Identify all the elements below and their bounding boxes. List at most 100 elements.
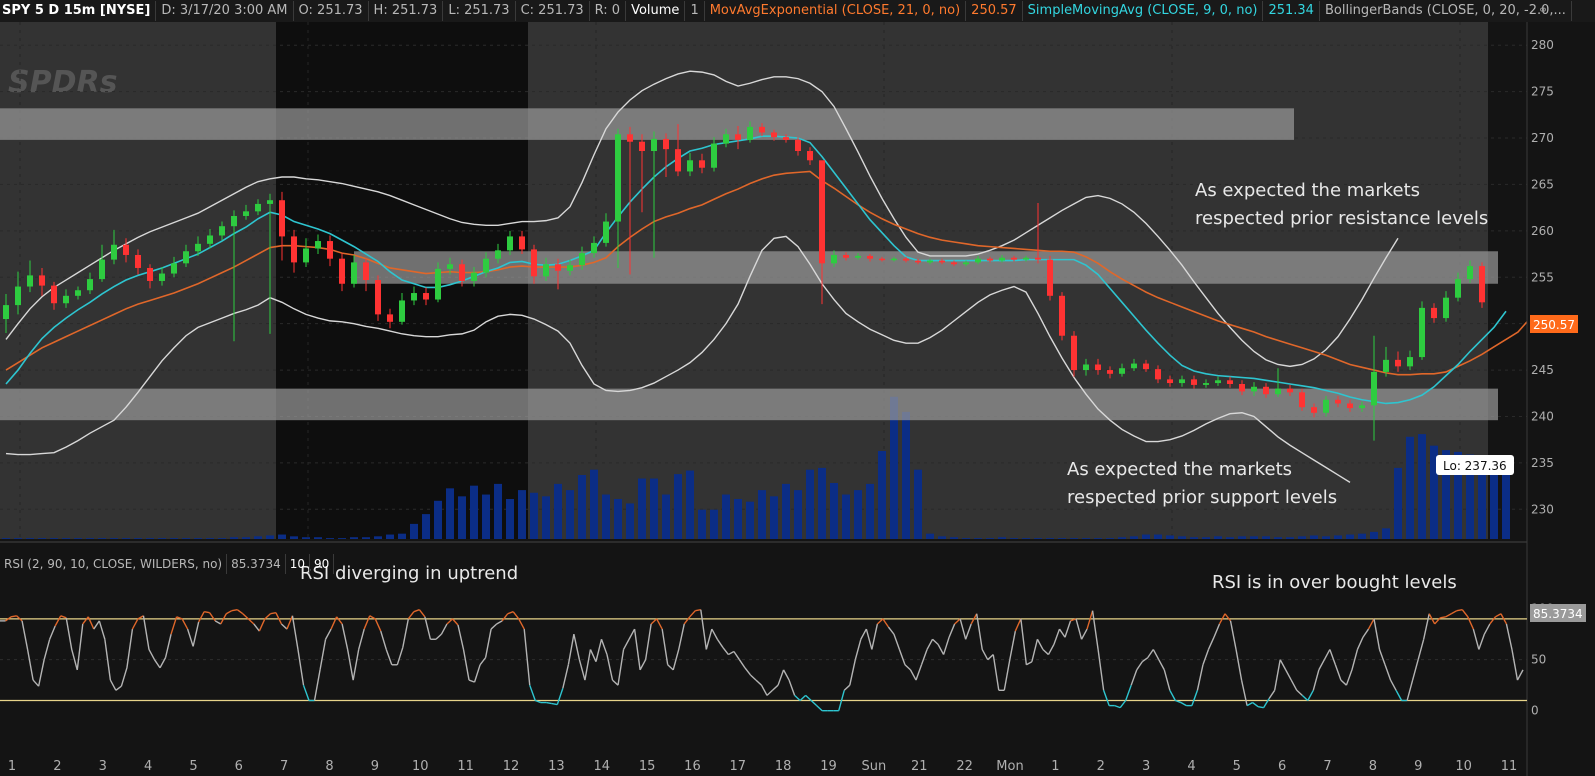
volume-bar [950, 537, 958, 539]
bollinger-lower [5, 235, 1351, 483]
volume-bar [1394, 467, 1402, 539]
rsi-segment [1119, 700, 1127, 709]
rsi-segment [1263, 698, 1270, 709]
rsi-segment [104, 639, 112, 681]
candle-body [51, 285, 57, 304]
rsi-segment [1434, 617, 1441, 625]
rsi-segment [749, 674, 757, 681]
volume-bar [1214, 536, 1222, 539]
volume-bar [398, 533, 406, 539]
header-range: R: 0 [590, 1, 627, 21]
time-tick-label: 17 [730, 759, 747, 774]
rsi-segment [1058, 628, 1066, 638]
rsi-segment [1218, 613, 1226, 625]
volume-bar [1226, 537, 1234, 539]
rsi-segment [573, 634, 581, 660]
volume-bar [770, 496, 778, 539]
volume-bar [38, 538, 46, 539]
volume-bar [746, 501, 754, 539]
rsi-segment [1340, 679, 1347, 686]
volume-label[interactable]: Volume [626, 1, 686, 21]
volume-bar [866, 483, 874, 539]
volume-bar [1502, 460, 1510, 539]
volume-bar [1034, 538, 1042, 539]
time-tick-label: 9 [371, 759, 379, 774]
rsi-segment [965, 623, 972, 640]
rsi-label[interactable]: RSI (2, 90, 10, CLOSE, WILDERS, no) [0, 554, 228, 574]
candle-body [1011, 257, 1017, 260]
volume-bar [146, 538, 154, 539]
link-icon[interactable]: ⚭ [1537, 3, 1549, 17]
rsi-segment [628, 628, 636, 640]
symbol-selector[interactable]: SPY 5 D 15m [NYSE] [0, 1, 157, 21]
time-tick-label: 12 [503, 759, 520, 774]
volume-bar [1286, 537, 1294, 539]
volume-bar [2, 538, 10, 539]
rsi-segment [1478, 633, 1486, 650]
rsi-segment [87, 616, 95, 630]
rsi-segment [270, 612, 277, 615]
rsi-segment [424, 616, 432, 640]
price-zone [0, 388, 1498, 421]
rsi-tag-text: 85.3734 [1533, 607, 1583, 621]
price-tag-text: 250.57 [1533, 318, 1575, 332]
time-tick-label: 22 [956, 759, 973, 774]
volume-bar [254, 536, 262, 539]
volume-bar [122, 538, 130, 539]
candle-body [483, 258, 489, 273]
ema-label[interactable]: MovAvgExponential (CLOSE, 21, 0, no) [705, 1, 967, 21]
candle-body [555, 264, 561, 271]
candle-body [1431, 307, 1437, 319]
rsi-segment [695, 608, 701, 612]
volume-bar [974, 538, 982, 539]
volume-bar [86, 538, 94, 539]
volume-bar [794, 490, 802, 539]
rsi-segment [617, 649, 625, 686]
volume-bar [14, 538, 22, 539]
rsi-segment [898, 649, 906, 666]
rsi-segment [380, 630, 387, 650]
rsi-segment [1053, 628, 1061, 645]
candle-body [3, 305, 9, 320]
rsi-segment [1130, 669, 1138, 686]
time-tick-label: 1 [8, 759, 16, 774]
volume-bar [842, 494, 850, 539]
volume-bar [1022, 538, 1030, 539]
volume-bar [1322, 536, 1330, 539]
rsi-segment [1258, 705, 1264, 709]
rsi-segment [209, 612, 216, 622]
rsi-segment [126, 628, 134, 668]
candle-body [1119, 368, 1125, 374]
rsi-segment [1196, 664, 1204, 691]
rsi-segment [948, 623, 956, 638]
rsi-segment [716, 638, 724, 648]
candle-body [1383, 359, 1389, 372]
volume-bar [338, 538, 346, 539]
candle-body [807, 151, 813, 161]
rsi-segment [1428, 613, 1436, 625]
rsi-segment [805, 694, 812, 702]
header-high: H: 251.73 [369, 1, 444, 21]
volume-bar [698, 509, 706, 539]
volume-bar [926, 533, 934, 539]
volume-bar [1490, 459, 1498, 539]
rsi-segment [71, 649, 78, 671]
rsi-segment [667, 664, 674, 671]
volume-bar [98, 538, 106, 539]
candle-body [939, 260, 945, 263]
volume-bar [1346, 534, 1354, 539]
rsi-segment [981, 649, 989, 661]
price-chart[interactable]: SPDRs 230235240245250255260265270275280 … [0, 22, 1595, 776]
volume-bar [206, 538, 214, 539]
rsi-segment [37, 659, 45, 687]
volume-bar [674, 474, 682, 539]
rsi-segment [546, 701, 552, 705]
volume-bar [230, 537, 238, 539]
rsi-segment [987, 654, 994, 661]
candle-body [387, 314, 393, 322]
sma-label[interactable]: SimpleMovingAvg (CLOSE, 9, 0, no) [1023, 1, 1264, 21]
ema-value: 250.57 [966, 1, 1023, 21]
rsi-segment [1031, 639, 1039, 662]
candle-body [975, 258, 981, 263]
bollinger-label[interactable]: BollingerBands (CLOSE, 0, 20, -2.0,... [1320, 1, 1572, 21]
